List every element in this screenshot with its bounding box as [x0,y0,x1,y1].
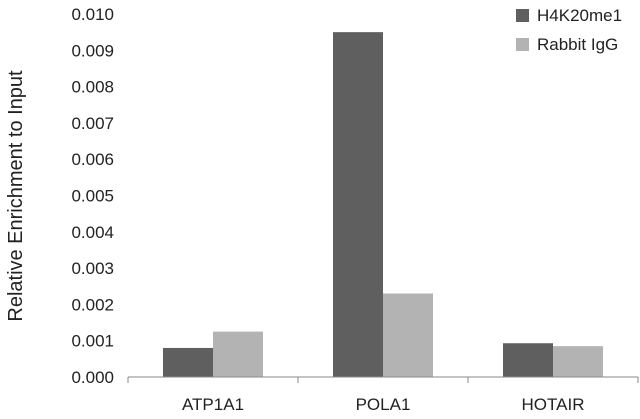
y-tick-label: 0.005 [71,187,114,206]
y-tick-label: 0.010 [71,5,114,24]
bar-atp1a1-h4k20me1 [163,347,213,377]
bar-atp1a1-rabbit-igg [213,331,263,377]
y-axis-label: Relative Enrichment to Input [5,70,27,322]
legend-label: H4K20me1 [537,6,622,25]
bar-pola1-rabbit-igg [383,293,433,377]
y-tick-label: 0.009 [71,41,114,60]
y-tick-label: 0.002 [71,295,114,314]
x-tick-label: ATP1A1 [182,395,244,414]
legend-swatch [516,38,529,51]
legend: H4K20me1 Rabbit IgG [516,6,622,54]
y-tick-label: 0.008 [71,78,114,97]
bar-pola1-h4k20me1 [333,32,383,378]
x-tick-label: HOTAIR [522,395,585,414]
y-tick-label: 0.007 [71,114,114,133]
y-tick-label: 0.000 [71,368,114,387]
bar-hotair-h4k20me1 [503,343,553,377]
legend-label: Rabbit IgG [537,35,618,54]
bars [163,32,603,378]
legend-swatch [516,9,529,22]
y-tick-label: 0.003 [71,259,114,278]
y-tick-label: 0.004 [71,223,114,242]
bar-hotair-rabbit-igg [553,346,603,377]
x-tick-label: POLA1 [356,395,411,414]
x-axis: ATP1A1 POLA1 HOTAIR [127,377,639,414]
y-tick-label: 0.006 [71,150,114,169]
y-axis: 0.000 0.001 0.002 0.003 0.004 0.005 0.006 0.007… [71,5,114,387]
y-tick-label: 0.001 [71,332,114,351]
